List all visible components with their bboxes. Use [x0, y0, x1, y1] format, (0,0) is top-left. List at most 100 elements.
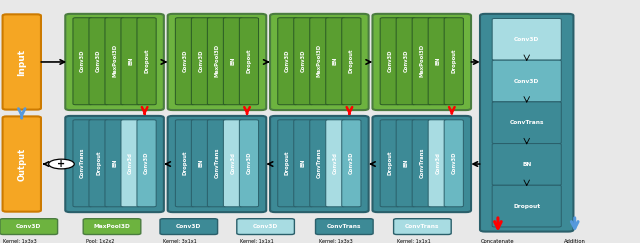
- FancyBboxPatch shape: [89, 18, 108, 105]
- Text: BN: BN: [198, 159, 204, 167]
- Text: Kernel: 1x3x3: Kernel: 1x3x3: [319, 239, 353, 243]
- Text: Conv3D: Conv3D: [144, 152, 149, 174]
- Text: Dropout: Dropout: [513, 204, 540, 208]
- Text: BN: BN: [230, 57, 236, 65]
- FancyBboxPatch shape: [444, 120, 463, 207]
- Text: Concatenate: Concatenate: [481, 239, 515, 243]
- Text: Conv3D: Conv3D: [182, 50, 188, 72]
- FancyBboxPatch shape: [160, 219, 218, 234]
- Text: ConvTrans: ConvTrans: [214, 148, 220, 178]
- Text: Conv3d: Conv3d: [230, 152, 236, 174]
- Text: Output: Output: [17, 148, 26, 181]
- FancyBboxPatch shape: [372, 116, 471, 212]
- FancyBboxPatch shape: [175, 18, 195, 105]
- Text: MaxPool3D: MaxPool3D: [317, 44, 322, 77]
- Text: BN: BN: [522, 162, 531, 167]
- FancyBboxPatch shape: [270, 116, 369, 212]
- FancyBboxPatch shape: [278, 18, 297, 105]
- FancyBboxPatch shape: [191, 18, 211, 105]
- Text: Dropout: Dropout: [285, 151, 290, 175]
- FancyBboxPatch shape: [65, 14, 164, 110]
- Text: Kernel: 3x1x1: Kernel: 3x1x1: [163, 239, 197, 243]
- Text: Dropout: Dropout: [246, 49, 252, 73]
- Text: Conv3D: Conv3D: [96, 50, 101, 72]
- Text: Dropout: Dropout: [182, 151, 188, 175]
- FancyBboxPatch shape: [310, 18, 329, 105]
- FancyBboxPatch shape: [237, 219, 294, 234]
- FancyBboxPatch shape: [137, 18, 156, 105]
- Text: Conv3D: Conv3D: [387, 50, 392, 72]
- FancyBboxPatch shape: [394, 219, 451, 234]
- FancyBboxPatch shape: [175, 120, 195, 207]
- Text: BN: BN: [112, 159, 117, 167]
- FancyBboxPatch shape: [105, 120, 124, 207]
- FancyBboxPatch shape: [3, 14, 41, 110]
- FancyBboxPatch shape: [326, 18, 345, 105]
- Text: Kernel: 1x1x1: Kernel: 1x1x1: [240, 239, 274, 243]
- FancyBboxPatch shape: [316, 219, 373, 234]
- FancyBboxPatch shape: [239, 18, 259, 105]
- FancyBboxPatch shape: [191, 120, 211, 207]
- FancyBboxPatch shape: [223, 18, 243, 105]
- FancyBboxPatch shape: [121, 18, 140, 105]
- FancyBboxPatch shape: [492, 144, 561, 185]
- Text: BN: BN: [333, 57, 338, 65]
- FancyBboxPatch shape: [396, 120, 415, 207]
- Text: Conv3d: Conv3d: [128, 152, 133, 174]
- FancyBboxPatch shape: [65, 116, 164, 212]
- Text: Dropout: Dropout: [387, 151, 392, 175]
- Text: BN: BN: [128, 57, 133, 65]
- Text: ConvTrans: ConvTrans: [405, 224, 440, 229]
- FancyBboxPatch shape: [83, 219, 141, 234]
- Text: ConvTrans: ConvTrans: [419, 148, 424, 178]
- FancyBboxPatch shape: [168, 116, 266, 212]
- FancyBboxPatch shape: [73, 120, 92, 207]
- Text: Conv3D: Conv3D: [301, 50, 306, 72]
- FancyBboxPatch shape: [492, 102, 561, 144]
- Text: Conv3D: Conv3D: [285, 50, 290, 72]
- Text: Dropout: Dropout: [451, 49, 456, 73]
- FancyBboxPatch shape: [207, 120, 227, 207]
- FancyBboxPatch shape: [270, 14, 369, 110]
- Text: Conv3D: Conv3D: [198, 50, 204, 72]
- Text: Conv3D: Conv3D: [176, 224, 202, 229]
- FancyBboxPatch shape: [121, 120, 140, 207]
- FancyBboxPatch shape: [294, 18, 313, 105]
- FancyBboxPatch shape: [223, 120, 243, 207]
- FancyBboxPatch shape: [492, 185, 561, 227]
- Text: MaxPool3D: MaxPool3D: [112, 44, 117, 77]
- FancyBboxPatch shape: [492, 18, 561, 60]
- FancyBboxPatch shape: [380, 120, 399, 207]
- Text: Conv3D: Conv3D: [16, 224, 42, 229]
- FancyBboxPatch shape: [444, 18, 463, 105]
- FancyBboxPatch shape: [396, 18, 415, 105]
- FancyBboxPatch shape: [294, 120, 313, 207]
- FancyBboxPatch shape: [342, 18, 361, 105]
- Text: ConvTrans: ConvTrans: [509, 120, 544, 125]
- Text: Addition: Addition: [564, 239, 586, 243]
- Text: BN: BN: [403, 159, 408, 167]
- FancyBboxPatch shape: [168, 14, 266, 110]
- Text: Conv3D: Conv3D: [253, 224, 278, 229]
- Text: Dropout: Dropout: [144, 49, 149, 73]
- FancyBboxPatch shape: [239, 120, 259, 207]
- FancyBboxPatch shape: [480, 14, 573, 232]
- Text: Conv3D: Conv3D: [349, 152, 354, 174]
- FancyBboxPatch shape: [278, 120, 297, 207]
- Text: Conv3D: Conv3D: [80, 50, 85, 72]
- Circle shape: [49, 159, 74, 169]
- Text: ConvTrans: ConvTrans: [327, 224, 362, 229]
- FancyBboxPatch shape: [412, 18, 431, 105]
- FancyBboxPatch shape: [3, 116, 41, 212]
- FancyBboxPatch shape: [380, 18, 399, 105]
- Text: Conv3d: Conv3d: [333, 152, 338, 174]
- FancyBboxPatch shape: [73, 18, 92, 105]
- Text: Conv3D: Conv3D: [514, 37, 540, 42]
- Text: Kernel: 1x1x1: Kernel: 1x1x1: [397, 239, 431, 243]
- FancyBboxPatch shape: [412, 120, 431, 207]
- Text: BN: BN: [435, 57, 440, 65]
- FancyBboxPatch shape: [428, 120, 447, 207]
- Text: +: +: [58, 159, 65, 169]
- FancyBboxPatch shape: [492, 60, 561, 102]
- FancyBboxPatch shape: [0, 219, 58, 234]
